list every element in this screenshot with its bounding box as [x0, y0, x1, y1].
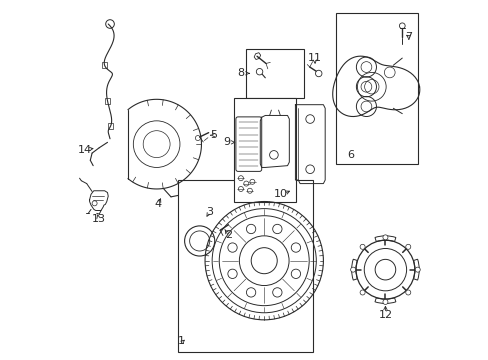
Circle shape — [272, 288, 282, 297]
Text: 5: 5 — [210, 130, 217, 140]
Bar — [246, 49, 303, 98]
Circle shape — [256, 68, 262, 75]
Text: 4: 4 — [155, 199, 162, 209]
Text: 2: 2 — [224, 230, 231, 239]
Circle shape — [359, 290, 365, 295]
Text: 13: 13 — [92, 215, 106, 224]
Circle shape — [315, 70, 321, 77]
Bar — [107, 123, 113, 129]
Circle shape — [405, 244, 410, 249]
Text: 9: 9 — [224, 138, 230, 147]
Circle shape — [350, 267, 355, 272]
Text: 11: 11 — [307, 53, 321, 63]
Circle shape — [382, 300, 387, 305]
Circle shape — [291, 243, 300, 252]
Text: 7: 7 — [405, 32, 411, 41]
Bar — [178, 180, 312, 352]
Text: 14: 14 — [78, 144, 92, 154]
FancyBboxPatch shape — [235, 117, 261, 171]
Circle shape — [272, 224, 282, 234]
Circle shape — [227, 243, 237, 252]
Text: 10: 10 — [273, 189, 287, 199]
Circle shape — [246, 224, 255, 234]
Bar — [335, 13, 418, 164]
Circle shape — [227, 269, 237, 279]
Text: 6: 6 — [346, 150, 353, 160]
Circle shape — [359, 244, 365, 249]
Text: 8: 8 — [237, 68, 244, 78]
Bar — [233, 98, 296, 202]
Text: 12: 12 — [378, 310, 392, 320]
Circle shape — [246, 288, 255, 297]
Circle shape — [414, 267, 419, 272]
Text: 3: 3 — [206, 207, 213, 217]
Circle shape — [291, 269, 300, 279]
Circle shape — [405, 290, 410, 295]
Text: 1: 1 — [178, 336, 185, 346]
Bar — [104, 98, 110, 104]
Bar — [102, 62, 107, 68]
Circle shape — [251, 248, 277, 274]
Circle shape — [382, 235, 387, 240]
